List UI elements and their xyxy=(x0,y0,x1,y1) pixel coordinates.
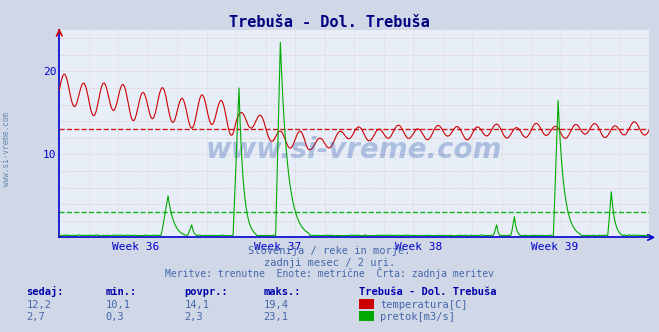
Text: Slovenija / reke in morje.: Slovenija / reke in morje. xyxy=(248,246,411,256)
Text: 19,4: 19,4 xyxy=(264,300,289,310)
Text: 0,3: 0,3 xyxy=(105,312,124,322)
Text: maks.:: maks.: xyxy=(264,287,301,297)
Text: 12,2: 12,2 xyxy=(26,300,51,310)
Text: 2,3: 2,3 xyxy=(185,312,203,322)
Text: www.si-vreme.com: www.si-vreme.com xyxy=(206,136,502,164)
Text: www.si-vreme.com: www.si-vreme.com xyxy=(2,113,11,186)
Text: 23,1: 23,1 xyxy=(264,312,289,322)
Text: Meritve: trenutne  Enote: metrične  Črta: zadnja meritev: Meritve: trenutne Enote: metrične Črta: … xyxy=(165,267,494,279)
Text: temperatura[C]: temperatura[C] xyxy=(380,300,468,310)
Text: min.:: min.: xyxy=(105,287,136,297)
Text: 14,1: 14,1 xyxy=(185,300,210,310)
Text: Trebuša - Dol. Trebuša: Trebuša - Dol. Trebuša xyxy=(229,15,430,30)
Text: Trebuša - Dol. Trebuša: Trebuša - Dol. Trebuša xyxy=(359,287,497,297)
Text: pretok[m3/s]: pretok[m3/s] xyxy=(380,312,455,322)
Text: 10,1: 10,1 xyxy=(105,300,130,310)
Text: povpr.:: povpr.: xyxy=(185,287,228,297)
Text: sedaj:: sedaj: xyxy=(26,286,64,297)
Text: zadnji mesec / 2 uri.: zadnji mesec / 2 uri. xyxy=(264,258,395,268)
Text: 2,7: 2,7 xyxy=(26,312,45,322)
